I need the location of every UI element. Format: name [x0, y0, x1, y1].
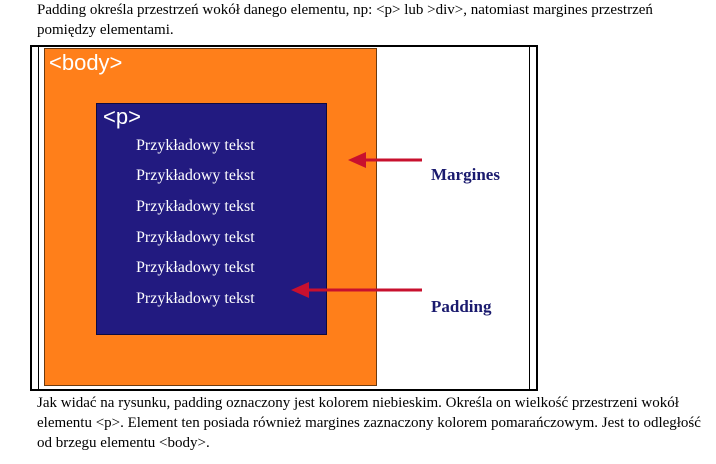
intro-paragraph: Padding określa przestrzeń wokół danego … — [37, 2, 653, 38]
sample-text-line: Przykładowy tekst — [136, 259, 255, 276]
p-box-padding: <p> Przykładowy tekst Przykładowy tekst … — [96, 103, 327, 335]
sample-text-line: Przykładowy tekst — [136, 137, 255, 154]
sample-text-line: Przykładowy tekst — [136, 198, 255, 215]
margin-arrow-icon — [348, 152, 422, 168]
sample-text-line: Przykładowy tekst — [136, 229, 255, 246]
sample-text-line: Przykładowy tekst — [136, 167, 255, 184]
figure-inner-border — [38, 47, 530, 389]
margin-label: Margines — [431, 165, 500, 184]
p-tag-label: <p> — [103, 104, 141, 129]
padding-label: Padding — [431, 297, 492, 316]
sample-text-line: Przykładowy tekst — [136, 290, 255, 307]
body-tag-label: <body> — [49, 50, 123, 75]
padding-arrow-icon — [291, 282, 422, 298]
outro-paragraph: Jak widać na rysunku, padding oznaczony … — [37, 395, 701, 451]
